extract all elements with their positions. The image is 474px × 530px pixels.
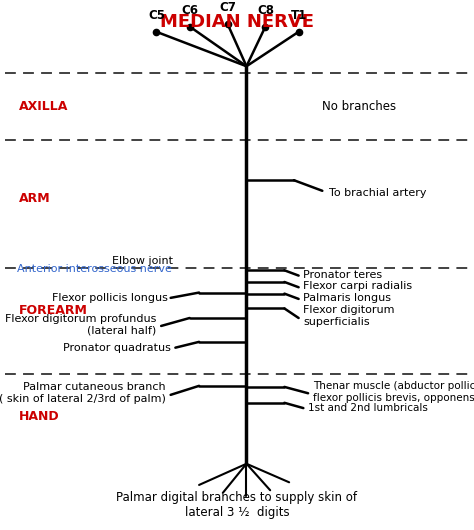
- Text: MEDIAN NERVE: MEDIAN NERVE: [160, 13, 314, 31]
- Text: C5: C5: [148, 9, 165, 22]
- Text: Palmar cutaneous branch
( skin of lateral 2/3rd of palm): Palmar cutaneous branch ( skin of latera…: [0, 383, 166, 404]
- Text: Thenar muscle (abductor pollicis brevis,
flexor pollicis brevis, opponens pollic: Thenar muscle (abductor pollicis brevis,…: [313, 382, 474, 403]
- Text: 1st and 2nd lumbricals: 1st and 2nd lumbricals: [308, 403, 428, 413]
- Text: Palmaris longus: Palmaris longus: [303, 293, 392, 303]
- Text: Pronator teres: Pronator teres: [303, 270, 383, 279]
- Text: C8: C8: [257, 4, 274, 17]
- Text: HAND: HAND: [19, 410, 60, 422]
- Text: C6: C6: [181, 4, 198, 17]
- Text: ARM: ARM: [19, 192, 51, 205]
- Text: T1: T1: [291, 9, 307, 22]
- Text: Flexor digitorum profundus
(lateral half): Flexor digitorum profundus (lateral half…: [5, 314, 156, 335]
- Text: FOREARM: FOREARM: [19, 304, 88, 316]
- Text: AXILLA: AXILLA: [19, 100, 68, 112]
- Text: Anterior interosseous nerve: Anterior interosseous nerve: [18, 264, 172, 274]
- Text: C7: C7: [219, 1, 236, 14]
- Text: Flexor pollicis longus: Flexor pollicis longus: [53, 293, 168, 303]
- Text: Palmar digital branches to supply skin of
lateral 3 ½  digits: Palmar digital branches to supply skin o…: [117, 491, 357, 518]
- Text: No branches: No branches: [322, 100, 396, 112]
- Text: To brachial artery: To brachial artery: [329, 188, 427, 198]
- Text: Flexor carpi radialis: Flexor carpi radialis: [303, 281, 412, 291]
- Text: Elbow joint: Elbow joint: [112, 256, 173, 266]
- Text: Flexor digitorum
superficialis: Flexor digitorum superficialis: [303, 305, 395, 326]
- Text: Pronator quadratus: Pronator quadratus: [63, 343, 171, 352]
